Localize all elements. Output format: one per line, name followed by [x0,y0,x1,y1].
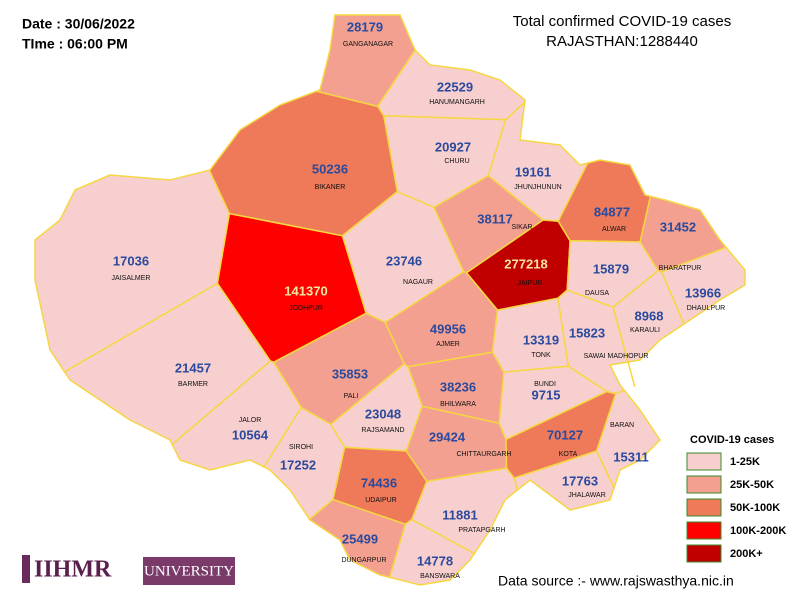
logo-box [143,557,235,585]
district-name: KOTA [559,451,578,458]
district-cases: 277218 [504,256,547,271]
district-cases: 8968 [635,308,664,323]
district-name: JHUNJHUNUN [514,184,561,191]
districts-layer [34,14,746,586]
district-cases: 84877 [594,204,630,219]
legend: COVID-19 cases 1-25K 25K-50K 50K-100K 100K-… [686,434,786,563]
labels-layer: 28179 GANGANAGAR 22529 HANUMANGARH 20927 CHUR… [112,19,726,579]
district-name: HANUMANGARH [429,99,485,106]
district-name: BARMER [178,381,208,388]
district-cases: 17763 [562,473,598,488]
district-area [308,498,407,579]
district-cases: 17036 [113,253,149,268]
district-name: TONK [531,352,551,359]
legend-title: COVID-19 cases [690,434,774,446]
district-name: ALWAR [602,226,626,233]
district-cases: 20927 [435,139,471,154]
district-name: NAGAUR [403,279,433,286]
district-cases: 11881 [442,507,477,522]
district-name: PALI [344,393,359,400]
district-cases: 15311 [613,449,648,464]
district-cases: 22529 [437,79,473,94]
district-name: JAIPUR [518,280,543,287]
legend-label: 50K-100K [730,502,780,514]
district-cases: 31452 [660,219,696,234]
district-name: KARAULI [630,327,660,334]
date: Date : 30/06/2022 [22,16,135,32]
logo: IIHMR UNIVERSITY [22,555,235,585]
district-name: JALOR [239,417,262,424]
district-cases: 141370 [284,283,327,298]
district-name: PRATAPGARH [458,527,505,534]
district-cases: 25499 [342,531,378,546]
district-name: CHURU [444,158,469,165]
district-cases: 38236 [440,379,476,394]
district-name: UDAIPUR [365,497,397,504]
district-area [612,269,685,387]
logo-mark [22,555,30,583]
district-name: AJMER [436,341,460,348]
district-area [595,389,661,491]
district-name: JHALAWAR [568,492,606,499]
legend-label: 100K-200K [730,525,786,537]
district-name: BANSWARA [420,573,460,580]
district-cases: 70127 [547,427,583,442]
district-name: SIKAR [511,224,532,231]
district-name: DUNGARPUR [341,557,386,564]
title: Total confirmed COVID-19 cases [513,13,731,30]
district-cases: 13966 [685,285,721,300]
legend-swatch [686,521,722,540]
district-cases: 74436 [361,475,397,490]
district-area [513,450,615,511]
district-cases: 15879 [593,261,629,276]
district-name: BHILWARA [440,401,476,408]
district-name: BUNDI [534,381,556,388]
legend-swatch [686,452,722,471]
district-name: DHAULPUR [687,305,726,312]
district-cases: 17252 [280,457,316,472]
logo-sub: UNIVERSITY [144,563,234,579]
district-cases: 19161 [515,164,551,179]
district-cases: 50236 [312,161,348,176]
district-cases: 10564 [232,427,269,442]
total: RAJASTHAN:1288440 [546,33,698,50]
district-cases: 14778 [417,553,453,568]
district-cases: 35853 [332,366,368,381]
legend-swatch [686,544,722,563]
district-cases: 9715 [532,387,561,402]
legend-label: 25K-50K [730,479,774,491]
legend-swatch [686,475,722,494]
district-name: DAUSA [585,290,609,297]
district-area [388,518,476,586]
district-name: GANGANAGAR [343,41,393,48]
district-name: SAWAI MADHOPUR [584,353,649,360]
district-cases: 38117 [477,211,512,226]
district-cases: 29424 [429,429,466,444]
district-cases: 23048 [365,406,401,421]
district-cases: 28179 [347,19,383,34]
district-name: BHARATPUR [659,265,702,272]
district-name: JAISALMER [112,275,151,282]
district-name: BARAN [610,422,634,429]
logo-main: IIHMR [34,557,112,583]
data-source: Data source :- www.rajswasthya.nic.in [498,573,734,589]
legend-label: 1-25K [730,456,760,468]
time: TIme : 06:00 PM [22,36,128,52]
district-name: BIKANER [315,184,346,191]
district-cases: 23746 [386,253,422,268]
district-name: JODHPUR [289,305,323,312]
district-cases: 49956 [430,321,466,336]
district-name: RAJSAMAND [361,427,404,434]
district-name: SIROHI [289,444,313,451]
legend-swatch [686,498,722,517]
district-cases: 13319 [523,332,559,347]
district-name: CHITTAURGARH [456,451,511,458]
district-cases: 21457 [175,360,211,375]
legend-label: 200K+ [730,548,763,560]
district-area [171,360,303,471]
district-cases: 15823 [569,325,605,340]
